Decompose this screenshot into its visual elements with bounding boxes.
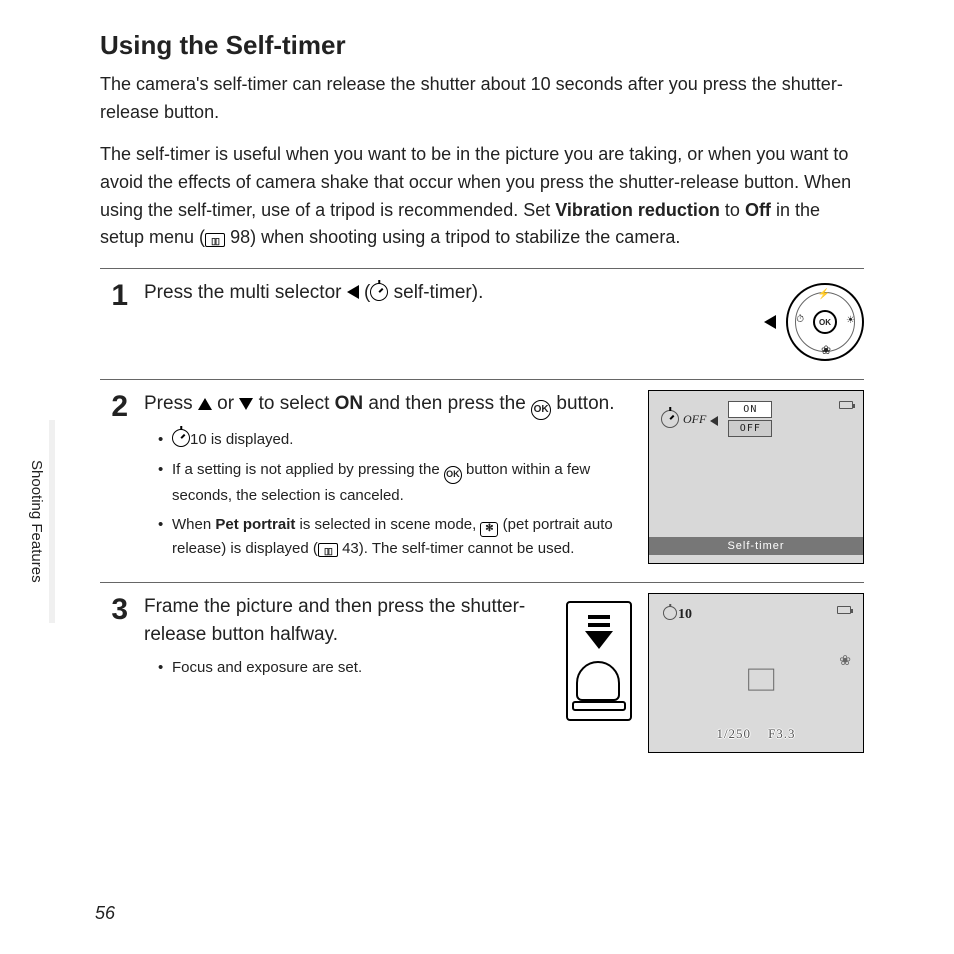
step-2-bullet-2: If a setting is not applied by pressing … [158, 458, 628, 507]
self-timer-icon [172, 429, 190, 447]
step-2-text: Press or to select ON and then press the… [144, 390, 628, 420]
manual-ref-icon [205, 233, 225, 247]
step-3-number: 3 [100, 593, 128, 753]
lcd-timer-indicator: 10 [663, 606, 692, 623]
lcd-exposure-info: 1/250 F3.3 [649, 726, 863, 742]
step-3-bullet-1: Focus and exposure are set. [158, 656, 546, 679]
pet-portrait-icon [480, 522, 498, 537]
ok-button-icon: OK [531, 400, 551, 420]
lcd-screen-self-timer-menu: OFF ON OFF Self-timer [648, 390, 864, 564]
lcd-off-option: OFF [728, 420, 772, 437]
selector-bottom-icon: ❀ [821, 343, 831, 357]
intro-paragraph-1: The camera's self-timer can release the … [100, 71, 864, 127]
step-2-bullet-3: When Pet portrait is selected in scene m… [158, 513, 628, 560]
selector-right-icon: ☀ [846, 315, 855, 326]
page-title: Using the Self-timer [100, 30, 864, 61]
intro-paragraph-2: The self-timer is useful when you want t… [100, 141, 864, 253]
lcd-menu-title: Self-timer [649, 537, 863, 555]
selector-top-icon: ⚡ [818, 289, 830, 300]
manual-ref-icon [318, 543, 338, 557]
lcd-off-label: OFF [683, 412, 706, 427]
page-number: 56 [95, 903, 115, 924]
up-arrow-icon [198, 398, 212, 410]
ok-button-icon: OK [444, 466, 462, 484]
macro-icon: ❀ [839, 652, 851, 669]
section-tab: Shooting Features [24, 420, 55, 623]
left-arrow-icon [347, 285, 359, 299]
press-down-arrow-icon [585, 631, 613, 649]
lcd-cursor-icon [710, 416, 718, 426]
self-timer-icon [663, 606, 677, 620]
selector-left-icon: ⏱ [796, 314, 804, 325]
step-2-bullet-1: 10 is displayed. [158, 428, 628, 451]
step-1-number: 1 [100, 279, 128, 363]
battery-icon [837, 606, 851, 614]
step-2-number: 2 [100, 390, 128, 566]
focus-area-icon [748, 669, 774, 691]
selector-left-arrow-icon [764, 315, 776, 329]
lcd-on-option: ON [728, 401, 772, 418]
shutter-press-diagram [566, 601, 632, 721]
lcd-screen-shooting: 10 ❀ 1/250 F3.3 [648, 593, 864, 753]
multi-selector-diagram: OK ⚡ ❀ ⏱ ☀ [770, 279, 864, 363]
battery-icon [839, 401, 853, 409]
down-arrow-icon [239, 398, 253, 410]
self-timer-icon [370, 283, 388, 301]
self-timer-icon [661, 410, 679, 428]
step-3-text: Frame the picture and then press the shu… [144, 593, 546, 648]
step-1-text: Press the multi selector ( self-timer). [144, 279, 750, 307]
